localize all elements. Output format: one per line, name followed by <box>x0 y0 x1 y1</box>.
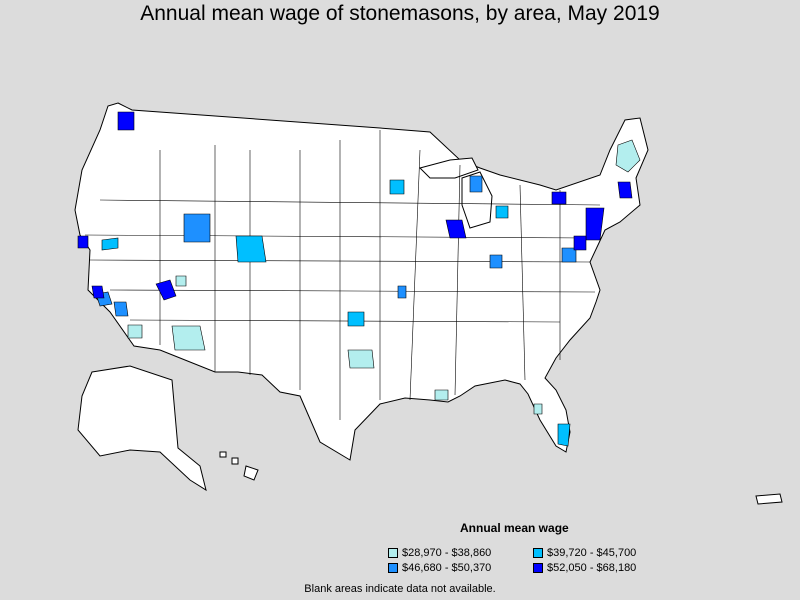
contiguous-us <box>74 102 649 461</box>
legend-swatch-1 <box>388 548 398 558</box>
hawaii <box>219 451 259 481</box>
footnote: Blank areas indicate data not available. <box>304 583 496 595</box>
legend-label-4: $52,050 - $68,180 <box>547 562 637 574</box>
map-title: Annual mean wage of stonemasons, by area… <box>140 2 660 25</box>
area-borders <box>84 130 601 420</box>
legend-label-1: $28,970 - $38,860 <box>402 547 492 559</box>
puerto-rico <box>755 493 783 505</box>
areas-28970-38860 <box>127 139 641 415</box>
michigan-up <box>419 157 479 179</box>
michigan-lp <box>461 171 493 229</box>
legend-item-1: $28,970 - $38,860 <box>388 547 491 559</box>
areas-46680-50370 <box>95 175 577 317</box>
legend-item-3: $46,680 - $50,370 <box>388 562 491 574</box>
legend-swatch-3 <box>388 563 398 573</box>
legend-label-2: $39,720 - $45,700 <box>547 547 637 559</box>
alaska <box>77 365 207 492</box>
legend-title: Annual mean wage <box>460 521 569 535</box>
legend-item-2: $39,720 - $45,700 <box>533 547 636 559</box>
legend-label-3: $46,680 - $50,370 <box>402 562 492 574</box>
legend-swatch-4 <box>533 563 543 573</box>
legend-swatch-2 <box>533 548 543 558</box>
legend-item-4: $52,050 - $68,180 <box>533 562 636 574</box>
areas-52050-68180 <box>77 111 633 301</box>
areas-39720-45700 <box>101 179 571 447</box>
